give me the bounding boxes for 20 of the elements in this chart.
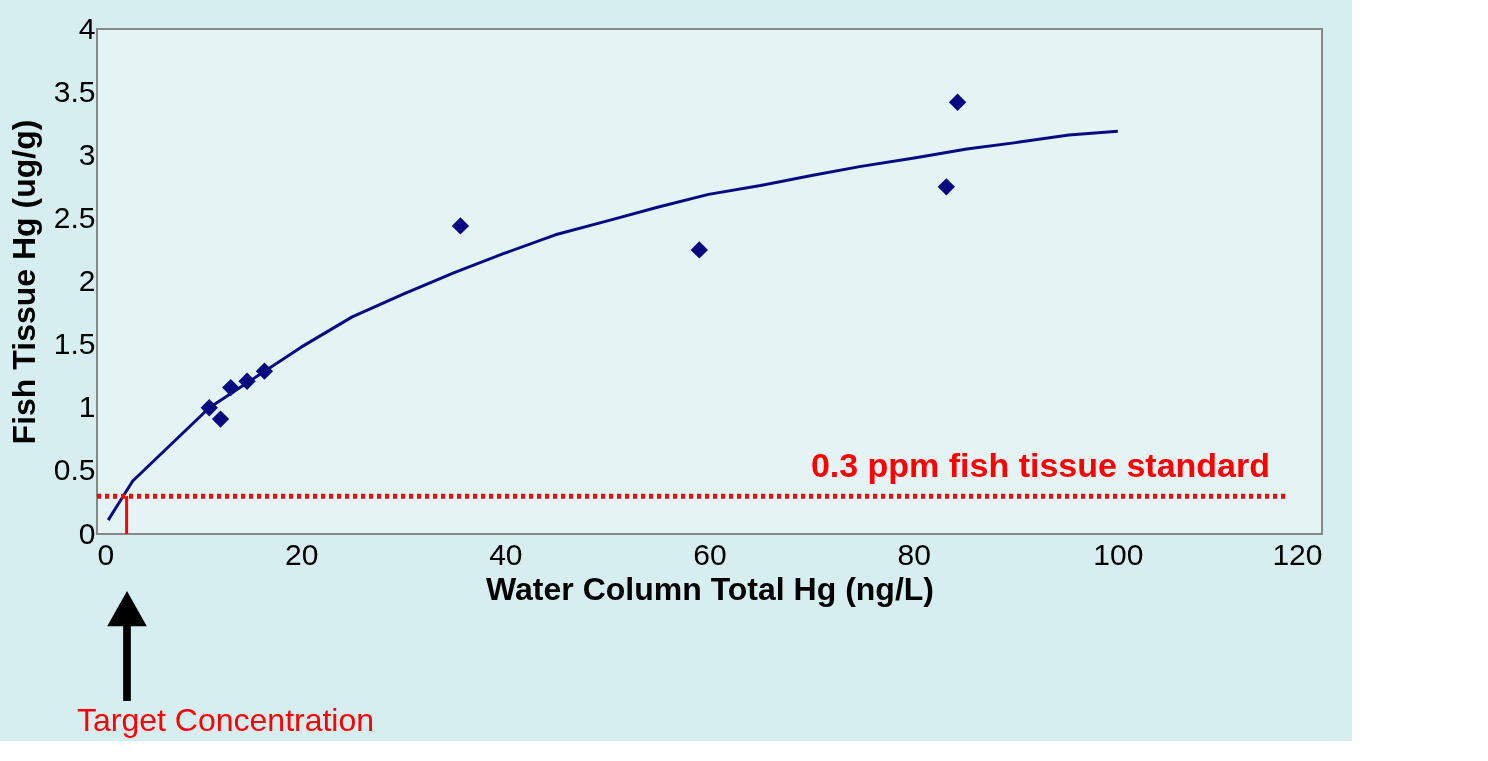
y-tick-label: 2: [78, 264, 96, 297]
y-tick-label: 2.5: [53, 200, 96, 234]
x-tick-label: 60: [693, 537, 727, 571]
y-tick-label: 3: [78, 137, 96, 171]
ref-line-label: 0.3 ppm fish tissue standard: [810, 446, 1270, 485]
y-tick-label: 0: [78, 516, 96, 550]
x-axis-title: Water Column Total Hg (ng/L): [486, 570, 934, 607]
y-tick-label: 1: [78, 390, 96, 424]
x-tick-label: 80: [897, 537, 931, 571]
y-tick-label: 1.5: [53, 327, 96, 361]
text: Target Concentration: [77, 702, 375, 738]
y-tick-label: 0.5: [53, 453, 96, 487]
y-tick-label: 4: [78, 11, 96, 45]
x-tick-label: 20: [284, 537, 319, 571]
y-axis-title: Fish Tissue Hg (ug/g): [5, 119, 42, 445]
x-tick-label: 100: [1093, 537, 1144, 571]
x-tick-label: 40: [489, 537, 523, 571]
y-tick-label: 3.5: [53, 74, 96, 108]
x-tick-label: 120: [1272, 537, 1323, 571]
line-series: [106, 129, 1120, 522]
